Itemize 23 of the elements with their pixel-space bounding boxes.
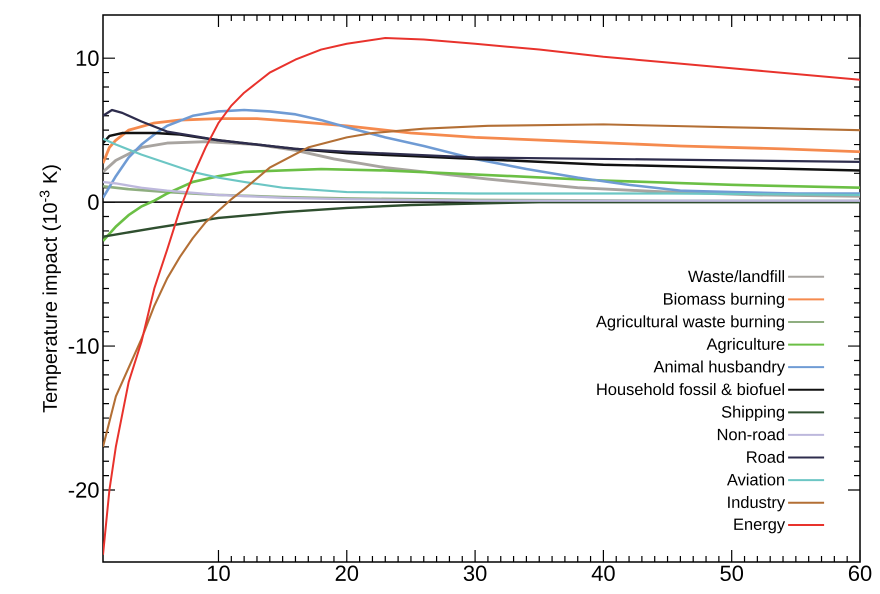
x-tick-label: 40	[592, 566, 615, 582]
legend-label: Road	[747, 450, 784, 463]
legend-label: Aviation	[726, 473, 784, 486]
legend-label: Biomass burning	[664, 292, 784, 308]
x-tick-label: 10	[208, 566, 230, 582]
legend-label: Agriculture	[706, 338, 784, 354]
y-axis-title: Temperature impact (10$^{-3}$ K)	[40, 165, 61, 412]
y-tick-label: 10	[76, 50, 99, 66]
y-tick-label: -10	[68, 338, 99, 354]
x-tick-label: 60	[848, 566, 872, 582]
x-tick-label: 20	[336, 566, 358, 582]
legend-label: Industry	[728, 496, 786, 512]
x-tick-label: 50	[720, 566, 744, 582]
legend-label: Waste/landfill	[688, 270, 784, 282]
legend-label: Non-road	[718, 428, 784, 440]
legend-label: Shipping	[722, 406, 784, 421]
y-tick-label: 0	[88, 194, 99, 210]
x-tick-label: 30	[464, 566, 486, 582]
y-tick-label: -20	[68, 482, 99, 498]
legend-label: Energy	[734, 518, 786, 534]
legend-label: Agricultural waste burning	[596, 315, 784, 331]
legend-label: Household fossil & biofuel	[597, 383, 784, 396]
legend-label: Animal husbandry	[654, 360, 786, 376]
